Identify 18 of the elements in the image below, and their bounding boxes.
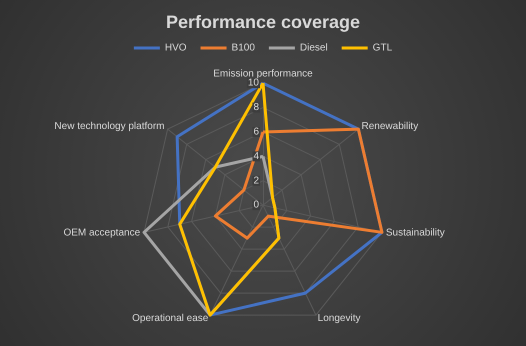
- spoke-label: Operational ease: [132, 313, 209, 324]
- spoke-label: OEM acceptance: [63, 228, 141, 239]
- legend-label: GTL: [372, 42, 393, 54]
- legend-label: HVO: [164, 42, 187, 54]
- spoke-label: Emission performance: [213, 68, 314, 80]
- spoke-label: Renewability: [362, 121, 418, 132]
- spoke-label: New technology platform: [54, 121, 164, 132]
- y-tick-label: 8: [253, 102, 260, 114]
- y-tick-label: 4: [253, 150, 260, 162]
- y-tick-label: 6: [253, 126, 260, 138]
- spoke-label: Longevity: [318, 313, 360, 324]
- y-tick-label: 2: [253, 175, 260, 186]
- chart-title: Performance coverage: [166, 12, 360, 32]
- y-tick-label: 10: [248, 78, 260, 89]
- legend-label: Diesel: [300, 42, 328, 54]
- y-tick-label: 0: [253, 200, 260, 211]
- spoke-label: Sustainability: [386, 228, 445, 239]
- legend-label: B100: [232, 42, 256, 54]
